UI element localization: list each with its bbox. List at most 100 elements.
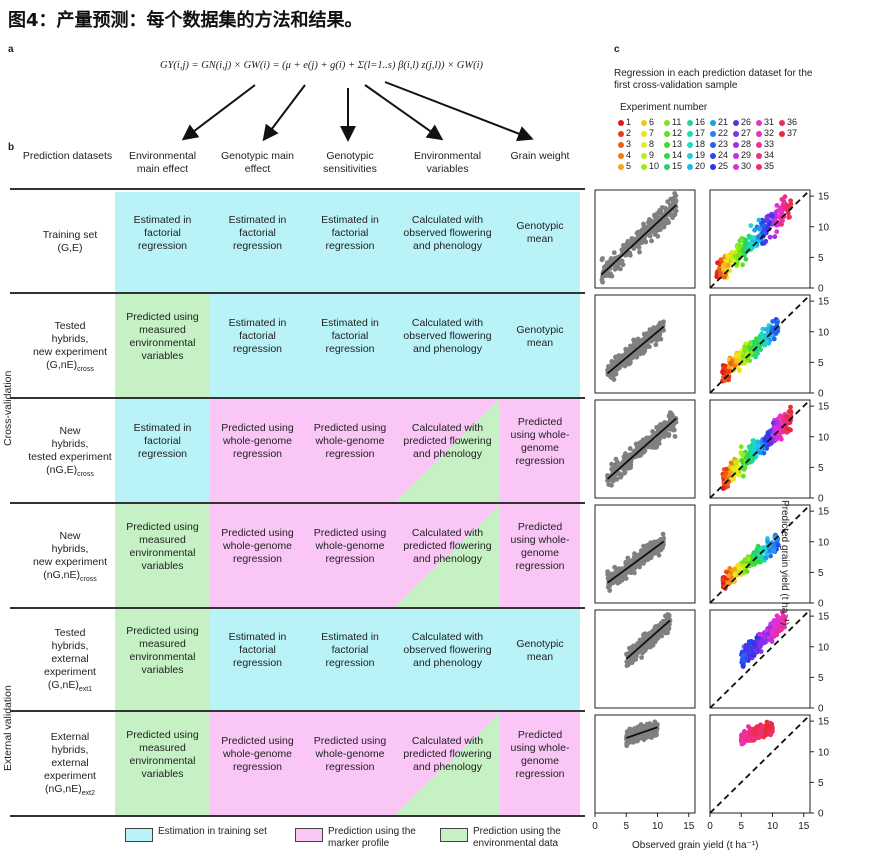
experiment-number: 23 [718,139,729,149]
colored-point [756,234,761,240]
experiment-color-dot [756,141,762,148]
regression-line [600,204,677,276]
grey-point [661,224,667,230]
row-label-line: hybrids, [51,640,89,652]
figure-title: 图4：产量预测：每个数据集的方法和结果。 [8,10,363,31]
colored-point [747,726,753,732]
table-cell-bg [395,294,500,397]
table-cell-bg [305,294,395,397]
colored-point [740,452,745,458]
experiment-legend-item: 35 [756,161,774,171]
table-cell: Estimated in factorial regression [228,213,287,252]
colored-point [720,486,726,491]
colored-point [756,226,762,231]
experiment-legend-item: 9 [641,150,654,160]
row-label-line: tested experiment [28,450,112,463]
grey-point [622,469,628,475]
grey-point [654,212,660,218]
experiment-number: 11 [672,117,682,127]
colored-point [732,363,738,369]
colored-point [732,468,738,474]
y-tick-label: 5 [818,253,824,264]
y-tick-label: 0 [818,389,824,400]
row-label-line: hybrids, [51,744,89,756]
one-to-one-line [709,399,811,499]
grey-point [658,208,664,214]
row-label: Tested hybrids, new experiment (G,nE)cross [25,320,115,376]
colored-point [752,227,757,233]
experiment-legend-item: 18 [687,139,705,149]
experiment-color-dot [687,152,693,159]
side-label-cross-validation: Cross-validation [2,370,14,446]
experiment-color-dot [756,130,762,137]
colored-point [724,466,729,472]
colored-point [775,616,781,621]
grey-point [662,420,667,425]
colored-point [741,658,747,663]
y-axis-label: Predicted grain yield (t ha⁻¹) [779,500,790,626]
row-label-line: hybrids, [51,332,89,345]
colored-point [741,467,747,472]
grey-point [632,565,638,571]
experiment-color-dot [779,119,785,126]
experiment-number: 28 [741,139,752,149]
y-tick-label: 15 [818,402,830,413]
table-cell: Estimated in factorial regression [228,317,287,355]
x-tick-label: 15 [798,821,810,832]
grey-point [641,221,646,227]
experiment-number: 24 [718,150,729,160]
regression-line [606,417,677,480]
plot-frame [709,189,811,289]
side-label-external-validation: External validation [2,685,14,771]
experiment-number: 21 [718,117,729,127]
row-label: New hybrids, new experiment (nG,nE)cross [25,530,115,586]
side-label-cross-wrap: Cross-validation [0,371,48,446]
colored-point [770,213,775,218]
legend-swatch [125,828,153,842]
colored-point [756,553,762,559]
grey-point [650,337,655,342]
row-label-line: New [59,529,81,542]
experiment-color-dot [733,119,739,126]
table-cell-bg [305,192,395,292]
colored-point [772,234,778,240]
grey-point [605,584,611,590]
legend-label: Estimation in training set [158,826,267,837]
colored-point [772,624,777,630]
plot-frame [594,609,696,709]
row-label-line: External [50,731,90,743]
row-label-line: New [59,424,81,437]
experiment-color-dot [641,130,647,137]
table-cell-bg [115,609,210,710]
grey-point [650,639,656,645]
colored-point [724,258,730,263]
row-label-line: external [51,653,89,665]
table-cell: Predicted using whole-genome regression [313,527,387,565]
colored-point [785,203,791,209]
grey-point [639,240,645,246]
row-label-line: (G,E) [57,242,83,254]
experiment-legend-item: 10 [641,161,659,171]
experiment-legend-item: 16 [687,117,705,127]
experiment-color-dot [664,130,670,137]
table-cell: Predicted using measured environmental v… [126,520,199,572]
colored-point [759,639,764,644]
table-cell: Predicted using whole-genome regression [313,735,387,773]
experiment-number: 6 [649,117,655,127]
grey-point [632,570,637,576]
grey-point [647,222,653,228]
one-to-one-line [709,189,811,289]
column-header-2: Genotypic main effect [221,150,294,175]
row-label-line: hybrids, [51,437,89,450]
grey-point [666,413,672,419]
table-cell: Estimated in factorial regression [321,631,379,669]
colored-point [739,237,744,243]
table-cell-bg [395,399,500,502]
y-tick-label: 15 [818,507,830,518]
colored-point [778,625,783,631]
experiment-color-dot [756,152,762,159]
experiment-color-dot [664,119,670,126]
y-tick-label: 5 [818,568,824,579]
table-cell-bg [115,504,210,607]
experiment-legend-item: 13 [664,139,682,149]
